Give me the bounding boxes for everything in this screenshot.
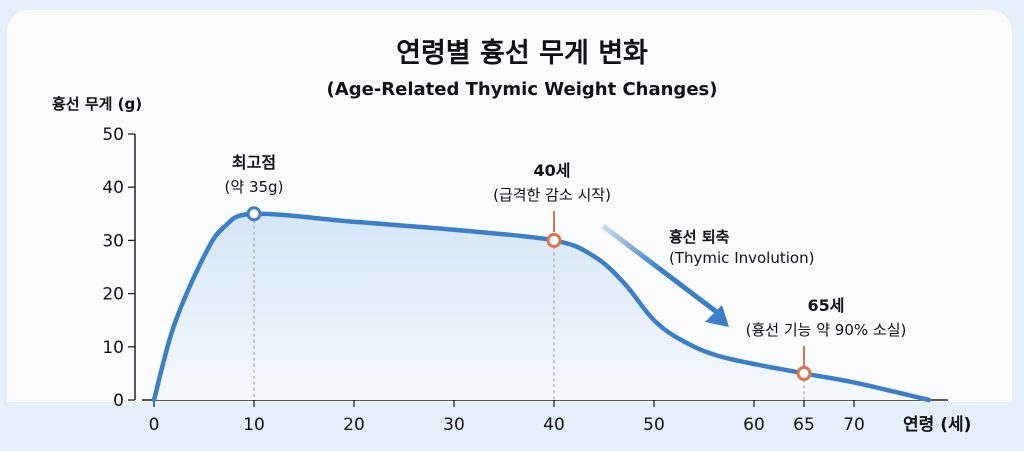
x-tick-label: 20: [343, 415, 365, 435]
x-tick-label: 60: [743, 415, 765, 435]
y-axis-label: 흉선 무게 (g): [52, 95, 142, 113]
x-axis-label: 연령 (세): [903, 414, 971, 435]
y-tick-label: 20: [102, 285, 124, 305]
data-point-marker: [246, 206, 262, 222]
x-tick-label: 40: [543, 415, 565, 435]
y-tick-label: 50: [102, 125, 124, 145]
x-tick-label: 70: [843, 415, 865, 435]
area-fill: [154, 213, 929, 400]
involution-arrow: [601, 224, 720, 315]
annotation-text: (급격한 감소 시작): [493, 186, 611, 204]
y-tick-label: 40: [102, 178, 124, 198]
annotation-title: 최고점: [232, 153, 276, 172]
arrow-head-icon: [705, 305, 729, 327]
x-tick-label: 10: [243, 415, 265, 435]
y-tick-label: 30: [102, 231, 124, 251]
annotation-text: (흉선 기능 약 90% 소실): [746, 321, 907, 339]
involution-text: (Thymic Involution): [669, 249, 814, 267]
y-tick-label: 0: [113, 391, 124, 411]
x-tick-label: 0: [149, 415, 160, 435]
y-tick-label: 10: [102, 338, 124, 358]
annotation-text: (약 35g): [225, 178, 284, 196]
involution-title: 흉선 퇴축: [669, 228, 730, 246]
annotation-title: 40세: [534, 161, 571, 180]
x-tick-label: 50: [643, 415, 665, 435]
x-tick-label: 30: [443, 415, 465, 435]
x-tick-label: 65: [793, 415, 815, 435]
data-point-marker: [796, 365, 812, 381]
data-point-marker: [546, 232, 562, 248]
chart-subtitle: (Age-Related Thymic Weight Changes): [327, 79, 718, 100]
annotation-title: 65세: [808, 296, 845, 315]
chart-title: 연령별 흉선 무게 변화: [396, 38, 648, 69]
